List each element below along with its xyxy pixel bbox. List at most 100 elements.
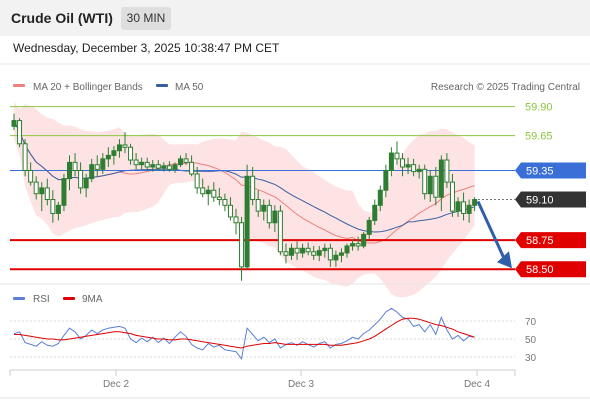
rsi-tick-label: 70 [525,317,537,328]
current-badge [515,191,586,208]
candle [105,147,111,167]
candle [377,185,383,212]
candle [244,164,250,270]
candle [272,205,278,233]
candle-body [311,251,317,256]
candle-body [461,201,467,214]
candle-body [172,164,178,170]
candle-body [39,187,45,195]
candle-body [194,173,200,189]
candle-body [455,201,461,212]
candle-body [272,210,278,224]
candle [311,245,317,260]
timeframe-button[interactable]: 30 MIN [121,7,171,30]
candle-body [372,204,378,221]
candle-body [50,199,56,214]
candle-body [300,247,306,254]
candle [255,190,261,217]
credit-text: Research © 2025 Trading Central [431,82,580,93]
candle [150,160,156,172]
candle-body [44,187,50,201]
candle-body [322,247,328,252]
candle [39,182,45,212]
candle [350,239,356,251]
candle-body [122,144,128,148]
candle [372,199,378,226]
candle-body [139,161,145,166]
candle-body [116,144,122,152]
candle-body [394,152,400,160]
candle [405,157,411,174]
candle-body [161,165,167,169]
current-label: 59.10 [526,195,554,207]
candle-body [17,120,23,145]
rsi-legend-label: RSI [33,294,50,305]
candle [338,248,344,263]
rsi-line [13,307,475,361]
candle-body [438,159,444,198]
candle [33,176,39,200]
candle-body [411,164,417,173]
candle-body [128,146,134,161]
candle [361,232,367,249]
candle-body [283,251,289,256]
candle [411,158,417,177]
arrow-shaft [476,200,506,259]
candle-body [400,158,405,168]
bollinger-band-area [14,102,475,298]
candle [444,153,450,188]
candle [178,155,183,167]
chart-header: Crude Oil (WTI) 30 MIN [0,0,590,36]
candle-body [28,169,34,183]
support-1-badge [515,232,586,249]
candle-body [472,199,478,206]
candle [61,173,67,212]
candle-body [83,178,89,189]
candle-body [466,204,472,214]
candle-body [388,152,394,171]
candle-body [266,204,272,224]
timestamp: Wednesday, December 3, 2025 10:38:47 PM … [13,41,280,55]
candle [111,146,117,165]
candle [388,147,394,177]
candle-body [144,161,150,168]
candles [11,113,478,281]
candle [44,178,50,206]
candle [28,162,34,186]
ma20-legend-swatch [13,84,25,87]
candle [83,173,89,198]
rsi-ma-line [14,317,475,349]
candle-body [289,247,294,256]
candle [322,243,328,258]
candle-body [89,164,95,180]
candle-body [233,216,239,224]
candle-body [350,243,356,247]
arrow-head [497,251,512,269]
ma50-legend-swatch [156,84,168,87]
x-tick-label: Dec 2 [103,379,130,390]
candle-body [227,204,233,218]
candle-body [244,175,250,268]
candle [283,243,289,264]
candle [183,153,189,165]
candle [449,173,455,217]
candle [233,208,239,235]
candle [222,193,228,212]
candle [300,243,306,258]
candle [438,155,444,212]
candle-body [22,143,28,171]
candle [144,157,150,171]
candle-body [200,187,206,195]
candle-body [416,168,422,173]
candle [366,216,372,239]
candle-body [61,178,67,206]
candle [67,155,72,191]
candle-body [178,158,183,166]
support-2-label: 58.50 [526,264,554,276]
candle [305,242,311,256]
candle [72,153,78,177]
candle [166,161,172,172]
candle [194,167,200,194]
candle-body [294,247,300,254]
